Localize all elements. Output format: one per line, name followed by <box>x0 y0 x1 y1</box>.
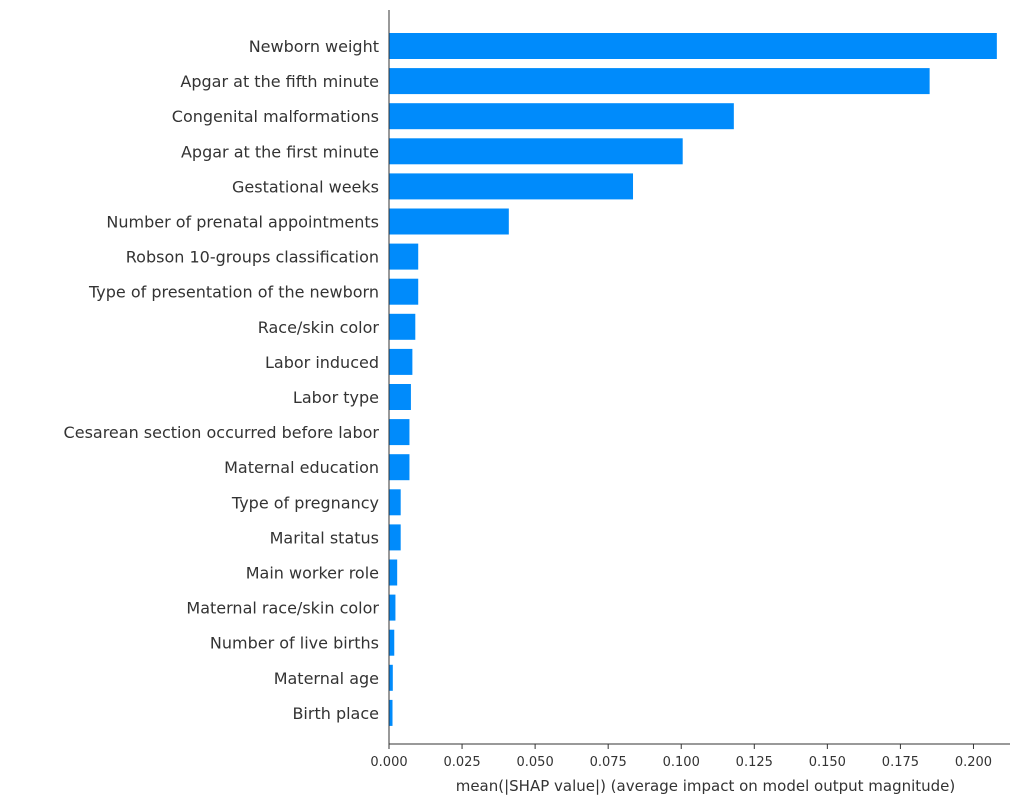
x-tick-label-5: 0.125 <box>736 755 773 770</box>
category-label-7: Type of presentation of the newborn <box>88 283 379 302</box>
x-axis-title: mean(|SHAP value|) (average impact on mo… <box>456 777 956 795</box>
bar-0 <box>389 33 997 59</box>
bar-9 <box>389 348 413 375</box>
x-tick-label-8: 0.200 <box>955 755 992 770</box>
category-labels-group: Newborn weight Apgar at the fifth minute C… <box>64 37 380 723</box>
category-label-10: Labor type <box>293 388 379 407</box>
category-label-16: Maternal race/skin color <box>186 599 379 618</box>
category-label-3: Apgar at the first minute <box>181 142 379 161</box>
category-label-2: Congenital malformations <box>172 107 379 126</box>
x-tick-label-2: 0.050 <box>517 755 554 770</box>
bar-3 <box>389 138 683 165</box>
category-label-13: Type of pregnancy <box>231 493 379 512</box>
bar-18 <box>389 664 393 691</box>
category-label-8: Race/skin color <box>258 318 380 337</box>
category-label-0: Newborn weight <box>249 37 379 56</box>
category-label-4: Gestational weeks <box>232 177 379 196</box>
category-label-19: Birth place <box>292 704 379 723</box>
category-label-18: Maternal age <box>274 669 379 688</box>
x-tick-label-0: 0.000 <box>370 755 407 770</box>
bar-13 <box>389 489 401 516</box>
category-label-14: Marital status <box>270 528 379 547</box>
bar-2 <box>389 103 734 130</box>
category-label-15: Main worker role <box>246 564 379 583</box>
category-label-6: Robson 10-groups classification <box>126 248 379 267</box>
bar-8 <box>389 313 416 340</box>
x-tick-label-3: 0.075 <box>590 755 627 770</box>
bar-16 <box>389 594 396 621</box>
bar-10 <box>389 384 411 410</box>
bar-14 <box>389 524 401 551</box>
category-label-11: Cesarean section occurred before labor <box>64 423 380 442</box>
bar-15 <box>389 559 398 586</box>
bar-12 <box>389 454 410 481</box>
bars-group <box>389 33 997 726</box>
x-tick-label-4: 0.100 <box>663 755 700 770</box>
category-label-1: Apgar at the fifth minute <box>180 72 379 91</box>
bar-11 <box>389 419 410 446</box>
bar-17 <box>389 629 395 656</box>
bar-7 <box>389 278 419 305</box>
category-label-5: Number of prenatal appointments <box>106 213 379 232</box>
x-tick-label-1: 0.025 <box>443 755 480 770</box>
bar-1 <box>389 68 930 95</box>
bar-6 <box>389 243 419 270</box>
bar-5 <box>389 208 509 235</box>
category-label-17: Number of live births <box>210 634 379 653</box>
x-tick-label-7: 0.175 <box>882 755 919 770</box>
category-label-12: Maternal education <box>224 458 379 477</box>
bar-19 <box>389 699 393 726</box>
x-ticks-group: 0.000 0.025 0.050 0.075 0.100 0.125 0.150 0.175… <box>370 744 992 770</box>
x-tick-label-6: 0.150 <box>809 755 846 770</box>
category-label-9: Labor induced <box>265 353 379 372</box>
bar-4 <box>389 173 634 200</box>
